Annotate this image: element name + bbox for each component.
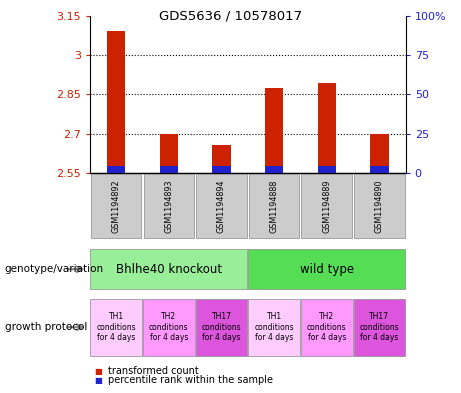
Bar (196, 174, 247, 239)
Bar (107, 165, 125, 173)
Bar (195, 299, 247, 356)
Text: Bhlhe40 knockout: Bhlhe40 knockout (116, 263, 222, 276)
Text: GSM1194893: GSM1194893 (164, 180, 173, 233)
Bar (354, 174, 405, 239)
Bar (143, 174, 194, 239)
Text: wild type: wild type (300, 263, 354, 276)
Text: TH2
conditions
for 4 days: TH2 conditions for 4 days (149, 312, 189, 342)
Text: TH17
conditions
for 4 days: TH17 conditions for 4 days (201, 312, 241, 342)
Bar (160, 134, 178, 173)
Bar (249, 174, 299, 239)
Bar (265, 165, 284, 173)
Text: TH1
conditions
for 4 days: TH1 conditions for 4 days (254, 312, 294, 342)
Bar (212, 145, 230, 173)
Bar (370, 165, 389, 173)
Text: percentile rank within the sample: percentile rank within the sample (108, 375, 273, 385)
Bar (370, 134, 389, 173)
Bar (354, 299, 405, 356)
Text: GSM1194894: GSM1194894 (217, 180, 226, 233)
Bar (90, 299, 142, 356)
Bar (265, 88, 284, 173)
Bar (301, 299, 353, 356)
Text: GSM1194889: GSM1194889 (322, 180, 331, 233)
Text: GSM1194888: GSM1194888 (270, 180, 278, 233)
Text: TH17
conditions
for 4 days: TH17 conditions for 4 days (360, 312, 399, 342)
Bar (248, 249, 405, 289)
Bar (318, 165, 336, 173)
Text: GSM1194890: GSM1194890 (375, 180, 384, 233)
Bar (212, 165, 230, 173)
Text: growth protocol: growth protocol (5, 322, 87, 332)
Text: ■: ■ (95, 367, 102, 376)
Bar (91, 174, 142, 239)
Bar (160, 165, 178, 173)
Text: GDS5636 / 10578017: GDS5636 / 10578017 (159, 10, 302, 23)
Bar (90, 249, 247, 289)
Bar (248, 299, 300, 356)
Bar (107, 31, 125, 173)
Text: ■: ■ (95, 376, 102, 385)
Bar (301, 174, 352, 239)
Bar (318, 83, 336, 173)
Text: TH2
conditions
for 4 days: TH2 conditions for 4 days (307, 312, 347, 342)
Text: TH1
conditions
for 4 days: TH1 conditions for 4 days (96, 312, 136, 342)
Text: GSM1194892: GSM1194892 (112, 180, 121, 233)
Text: genotype/variation: genotype/variation (5, 264, 104, 274)
Text: transformed count: transformed count (108, 366, 199, 376)
Bar (143, 299, 195, 356)
